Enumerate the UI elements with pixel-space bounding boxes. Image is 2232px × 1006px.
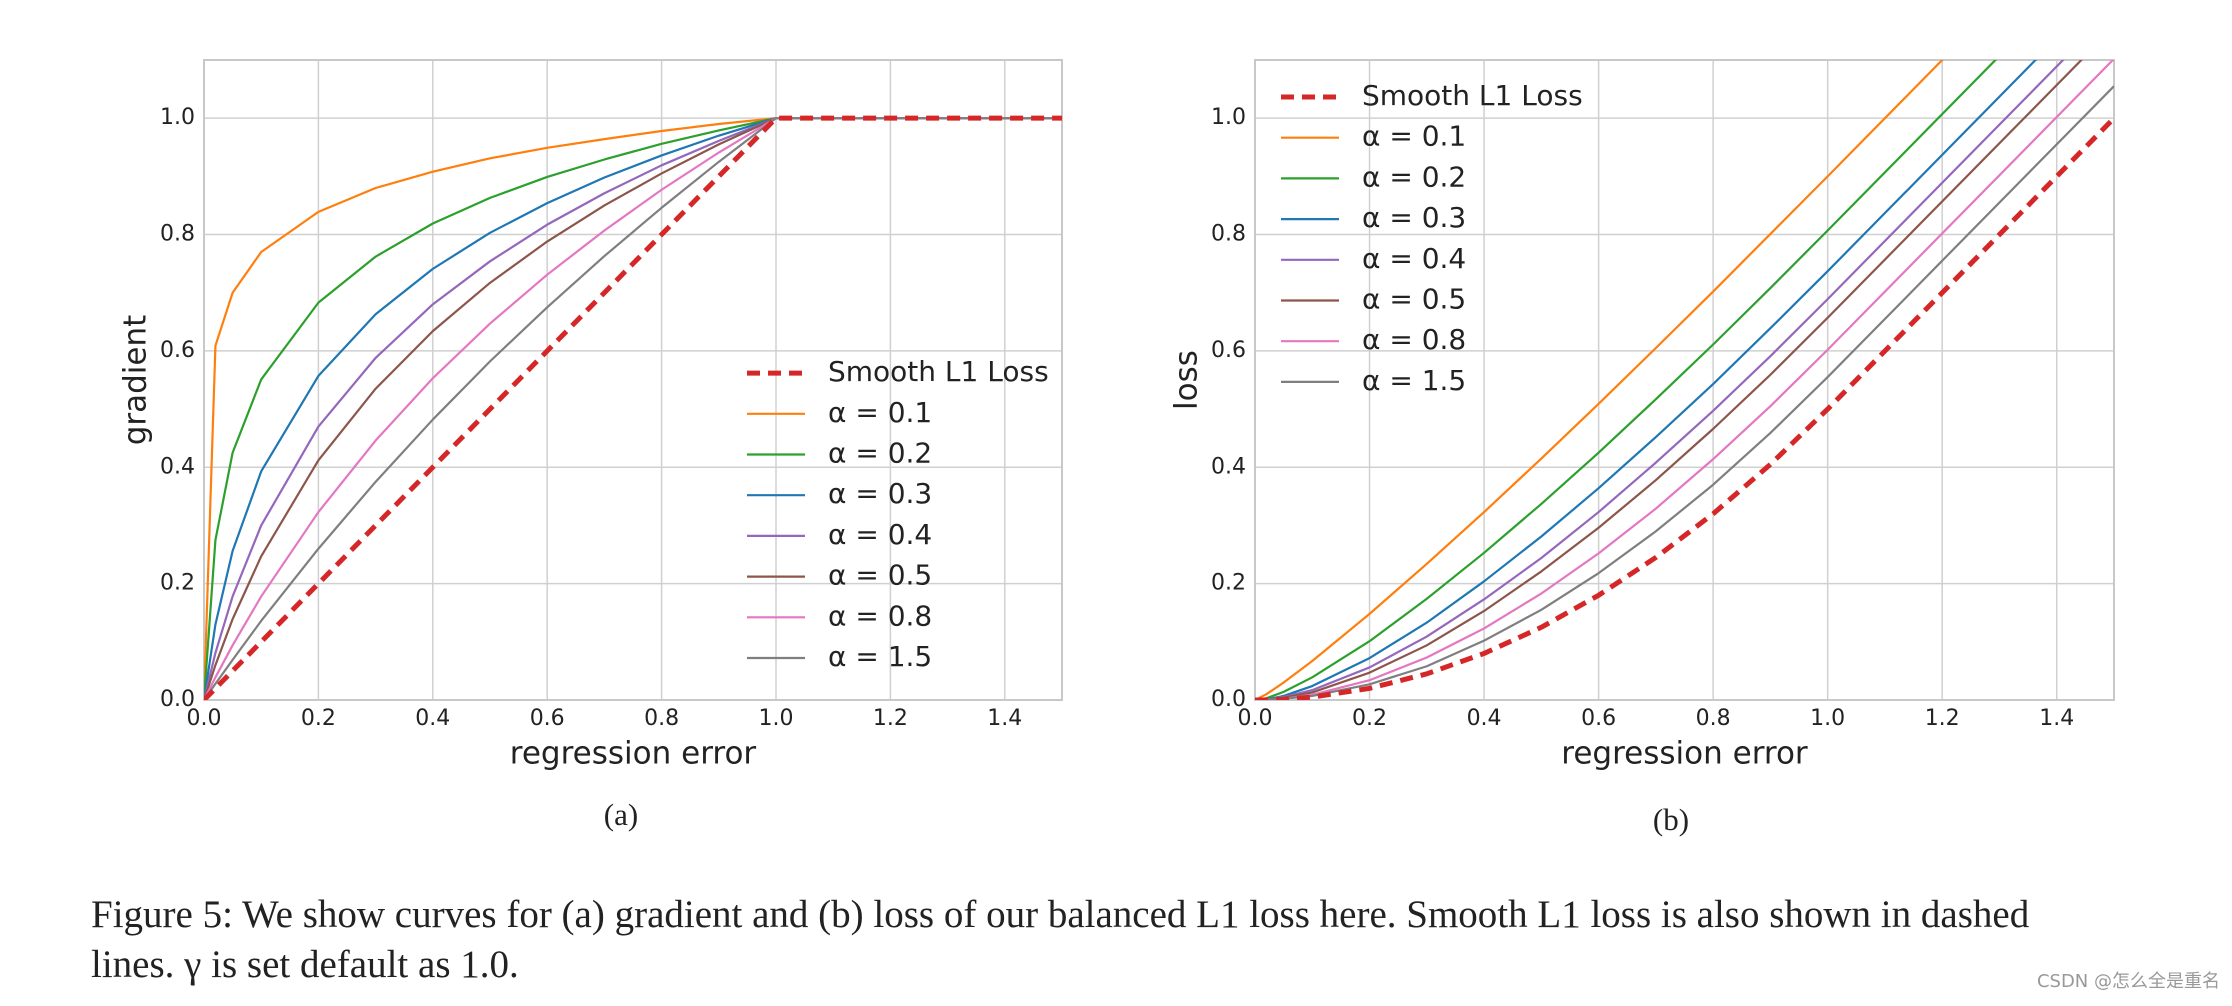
legend-label: α = 0.1 [828,396,932,429]
series-line [1255,116,2114,700]
series-line [204,117,1062,700]
y-tick-label: 0.6 [1211,338,1246,363]
caption-line: Figure 5: We show curves for (a) gradien… [91,893,2030,936]
x-axis-label: regression error [510,736,757,772]
subcaption: (b) [1653,802,1689,837]
series-line [204,117,1062,700]
x-tick-label: 0.2 [1352,706,1387,731]
x-tick-label: 1.0 [1810,706,1845,731]
legend-label: α = 0.4 [1362,242,1466,275]
watermark: CSDN @怎么全是重名 [2037,971,2220,992]
x-tick-label: 1.0 [759,706,794,731]
y-tick-label: 0.0 [160,687,195,712]
legend-label: α = 0.3 [1362,201,1466,234]
legend-label: α = 0.5 [828,559,932,592]
series-line [204,117,1062,700]
series-line [204,117,1062,700]
series-line [1255,60,1944,700]
x-tick-label: 0.8 [644,706,679,731]
series-line [204,117,1062,700]
y-tick-label: 0.4 [160,454,195,479]
legend-label: α = 0.5 [1362,283,1466,316]
y-tick-label: 0.6 [160,338,195,363]
legend-label: Smooth L1 Loss [1362,79,1583,112]
legend-label: α = 0.4 [828,518,932,551]
legend-label: α = 0.1 [1362,120,1466,153]
caption-line: lines. γ is set default as 1.0. [91,943,519,986]
series-group [204,115,1062,700]
x-tick-label: 0.8 [1696,706,1731,731]
y-tick-label: 0.4 [1211,454,1246,479]
series-line [1255,60,2038,700]
y-tick-label: 0.2 [160,571,195,596]
y-tick-label: 0.8 [160,222,195,247]
y-tick-label: 1.0 [1211,105,1246,130]
series-group [1255,60,2114,700]
x-tick-label: 0.0 [187,706,222,731]
legend-label: α = 0.8 [828,599,932,632]
x-tick-label: 0.6 [1581,706,1616,731]
x-tick-label: 0.4 [415,706,450,731]
series-line [204,117,1062,700]
chart: 0.0 0.2 0.4 0.6 0.8 1.0 0.0 0.2 0.4 0.6 0.8 1.0 1.2 1… [1169,59,2115,837]
series-line [204,115,1062,700]
plot-frame [1254,59,2115,701]
chart: 0.0 0.2 0.4 0.6 0.8 1.0 0.0 0.2 0.4 0.6 0.8 1.0 1.2 1… [118,59,1063,832]
x-tick-label: 0.4 [1467,706,1502,731]
series-line [1255,60,1997,700]
x-tick-label: 0.2 [301,706,336,731]
y-tick-label: 1.0 [160,105,195,130]
legend-label: α = 1.5 [828,640,932,673]
y-axis-label: loss [1169,350,1205,410]
y-tick-label: 0.8 [1211,222,1246,247]
legend-label: Smooth L1 Loss [828,355,1049,388]
x-tick-label: 1.4 [987,706,1022,731]
x-axis-label: regression error [1561,736,1808,772]
y-tick-label: 0.2 [1211,571,1246,596]
y-axis-label: gradient [118,315,154,446]
y-tick-label: 0.0 [1211,687,1246,712]
x-tick-label: 1.2 [873,706,908,731]
legend-label: α = 0.2 [1362,160,1466,193]
x-tick-label: 0.6 [530,706,565,731]
legend-label: α = 0.3 [828,477,932,510]
legend: Smooth L1 Loss α = 0.1 α = 0.2 α = 0.3 α = 0… [1281,79,1583,397]
series-line [204,117,1062,700]
legend-label: α = 0.2 [828,437,932,470]
subcaption: (a) [604,797,638,832]
plot-frame [203,59,1063,701]
x-tick-label: 1.2 [1925,706,1960,731]
legend-label: α = 1.5 [1362,364,1466,397]
legend: Smooth L1 Loss α = 0.1 α = 0.2 α = 0.3 α = 0… [747,355,1049,673]
x-tick-label: 1.4 [2039,706,2074,731]
x-tick-label: 0.0 [1238,706,1273,731]
legend-label: α = 0.8 [1362,323,1466,356]
